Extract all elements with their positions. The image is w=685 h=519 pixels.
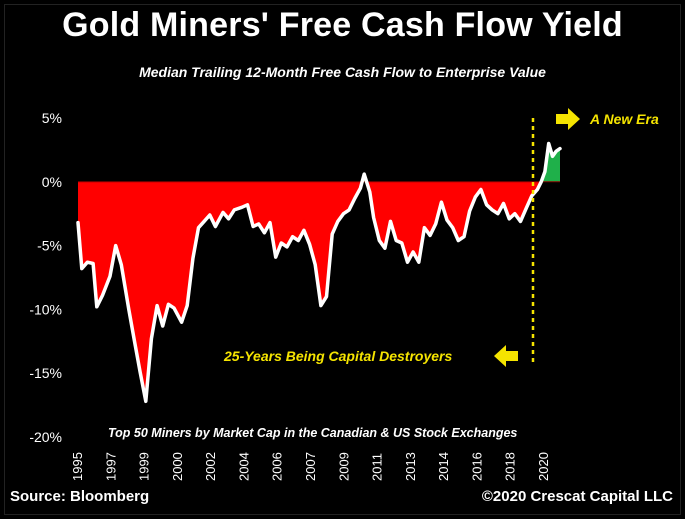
y-tick-label: -10%	[29, 301, 62, 317]
x-tick-label: 2020	[536, 452, 551, 481]
annotation-capital-destroyers: 25-Years Being Capital Destroyers	[223, 348, 452, 364]
x-tick-label: 2002	[203, 452, 218, 481]
chart-annotations: A New Era 25-Years Being Capital Destroy…	[108, 108, 659, 440]
y-tick-label: -5%	[37, 238, 62, 254]
y-tick-label: -15%	[29, 365, 62, 381]
y-tick-label: 5%	[42, 110, 62, 126]
x-tick-label: 2006	[270, 452, 285, 481]
fcf-yield-line	[76, 141, 562, 404]
copyright-label: ©2020 Crescat Capital LLC	[481, 488, 673, 505]
x-tick-label: 2011	[370, 453, 385, 481]
y-axis-ticks: 5% 0% -5% -10% -15% -20%	[29, 110, 62, 445]
x-tick-label: 1995	[70, 452, 85, 481]
chart-frame	[4, 4, 681, 515]
chart-line-layer	[76, 141, 562, 404]
x-tick-label: 2014	[436, 452, 451, 481]
x-tick-label: 2009	[336, 452, 351, 481]
x-tick-label: 2016	[469, 452, 484, 481]
x-tick-label: 1997	[103, 452, 118, 481]
x-tick-label: 2004	[236, 452, 251, 481]
y-tick-label: -20%	[29, 429, 62, 445]
negative-area	[366, 181, 542, 263]
chart-title: Gold Miners' Free Cash Flow Yield	[62, 6, 623, 44]
x-tick-label: 2007	[303, 452, 318, 481]
annotation-top-50-miners: Top 50 Miners by Market Cap in the Canad…	[108, 426, 517, 440]
capital-destroyers-arrow-icon	[494, 345, 518, 367]
x-tick-label: 2018	[503, 452, 518, 481]
new-era-arrow-icon	[556, 108, 580, 130]
x-tick-label: 2013	[403, 452, 418, 481]
chart-subtitle: Median Trailing 12-Month Free Cash Flow …	[139, 64, 546, 80]
annotation-new-era: A New Era	[589, 111, 659, 127]
x-axis-ticks: 1995 1997 1999 2000 2002 2004 2006 2007 2009 2011…	[70, 452, 551, 481]
y-tick-label: 0%	[42, 174, 62, 190]
x-tick-label: 2000	[170, 452, 185, 481]
source-label: Source: Bloomberg	[10, 488, 150, 505]
x-tick-label: 1999	[137, 452, 152, 481]
